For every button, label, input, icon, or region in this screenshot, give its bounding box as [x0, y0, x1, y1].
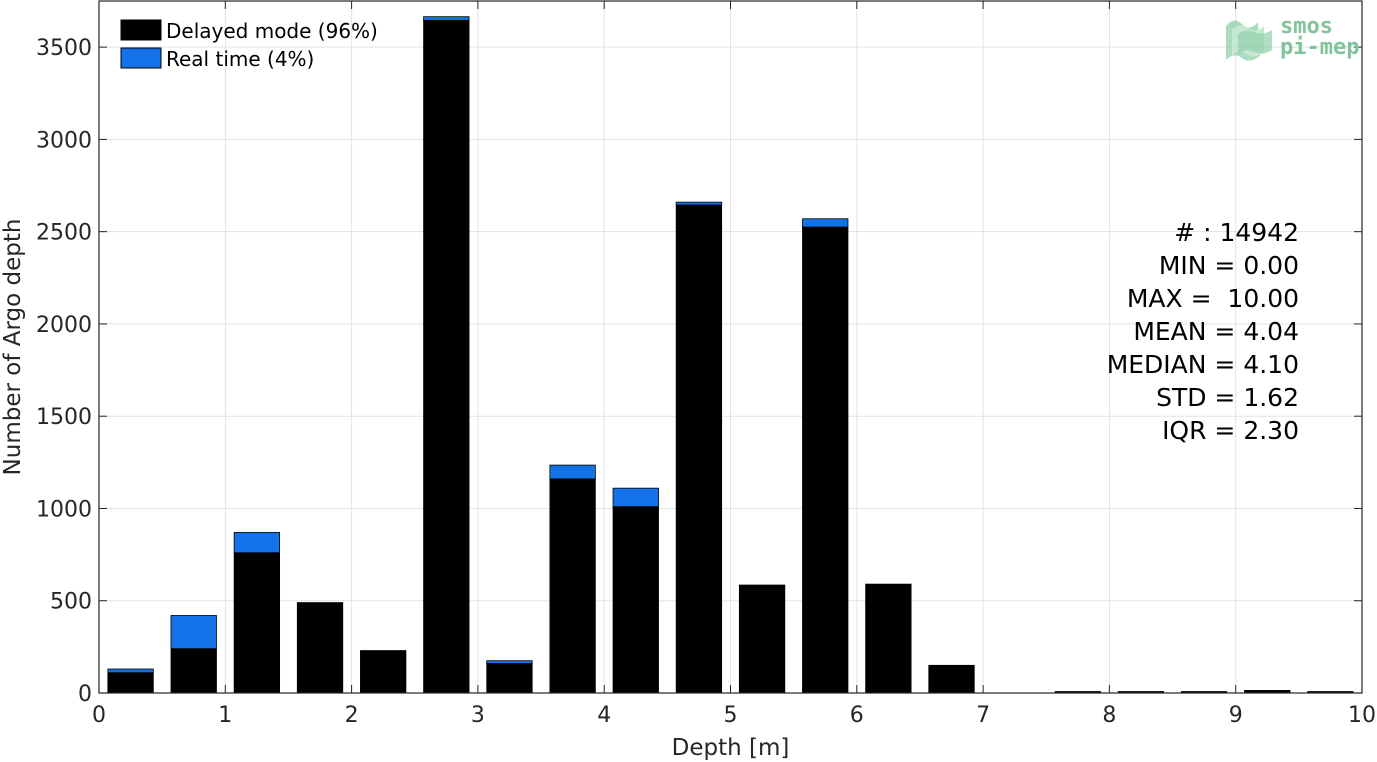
- x-tick-label: 2: [345, 703, 359, 728]
- statistics-annotation: # : 14942 MIN = 0.00 MAX = 10.00 MEAN = …: [1107, 218, 1299, 445]
- x-tick-label: 0: [92, 703, 106, 728]
- y-tick-label: 0: [78, 682, 92, 707]
- bar-delayed-mode: [928, 664, 975, 694]
- y-tick-label: 2500: [36, 221, 92, 246]
- bar-real-time: [802, 218, 849, 228]
- legend-swatch-realtime: [120, 47, 162, 69]
- x-tick-label: 3: [471, 703, 485, 728]
- bar-real-time: [549, 464, 596, 480]
- smos-pimep-logo: smos pi-mep: [1226, 14, 1359, 61]
- bar-delayed-mode: [233, 552, 281, 694]
- x-tick-label: 7: [976, 703, 990, 728]
- x-tick-label: 4: [597, 703, 611, 728]
- stat-mean: MEAN = 4.04: [1133, 317, 1299, 346]
- bar-real-time: [675, 201, 723, 206]
- legend: Delayed mode (96%) Real time (4%): [120, 19, 378, 71]
- bar-delayed-mode: [865, 583, 912, 694]
- bar-real-time: [170, 615, 217, 650]
- bar-real-time: [233, 532, 281, 554]
- stat-min: MIN = 0.00: [1159, 251, 1299, 280]
- logo-wave-icon: [1226, 20, 1272, 61]
- y-axis-title: Number of Argo depth: [0, 219, 26, 476]
- x-tick-label: 1: [218, 703, 232, 728]
- x-tick-label: 6: [850, 703, 864, 728]
- stat-count: # : 14942: [1174, 218, 1299, 247]
- y-tick-label: 1000: [36, 497, 92, 522]
- bar-real-time: [486, 660, 533, 664]
- x-tick-label: 5: [724, 703, 738, 728]
- bar-delayed-mode: [170, 648, 217, 694]
- bar-delayed-mode: [296, 602, 344, 694]
- legend-label-delayed: Delayed mode (96%): [166, 19, 378, 43]
- logo-text-smos: smos: [1280, 14, 1333, 39]
- bar-delayed-mode: [486, 663, 533, 694]
- y-tick-label: 2000: [36, 313, 92, 338]
- stat-median: MEDIAN = 4.10: [1107, 350, 1299, 379]
- bar-delayed-mode: [675, 204, 723, 694]
- bar-delayed-mode: [549, 478, 596, 694]
- stat-iqr: IQR = 2.30: [1162, 416, 1299, 445]
- logo-text-pimep: pi-mep: [1280, 35, 1359, 60]
- bar-real-time: [612, 487, 659, 508]
- bar-delayed-mode: [738, 584, 786, 694]
- bar-delayed-mode: [612, 506, 659, 694]
- y-tick-label: 1500: [36, 405, 92, 430]
- x-axis-title: Depth [m]: [672, 735, 790, 761]
- axis-ticks: 0 1 2 3 4 5 6 7 8 9 10 0 500 1000 1500 2000 2500 3000 3500: [36, 1, 1376, 728]
- bar-delayed-mode: [107, 672, 154, 694]
- bars: [107, 16, 1354, 694]
- x-tick-label: 10: [1348, 703, 1376, 728]
- x-tick-label: 8: [1102, 703, 1116, 728]
- legend-swatch-delayed: [120, 19, 162, 41]
- bar-real-time: [423, 16, 470, 21]
- y-tick-label: 500: [50, 590, 92, 615]
- y-tick-label: 3000: [36, 128, 92, 153]
- stat-std: STD = 1.62: [1156, 383, 1299, 412]
- bar-delayed-mode: [802, 226, 849, 694]
- y-tick-label: 3500: [36, 36, 92, 61]
- x-tick-label: 9: [1229, 703, 1243, 728]
- bar-delayed-mode: [360, 650, 407, 694]
- stat-max: MAX = 10.00: [1127, 284, 1299, 313]
- grid-lines: [98, 1, 1363, 694]
- legend-label-realtime: Real time (4%): [166, 47, 314, 71]
- bar-real-time: [107, 668, 154, 674]
- bar-delayed-mode: [423, 19, 470, 694]
